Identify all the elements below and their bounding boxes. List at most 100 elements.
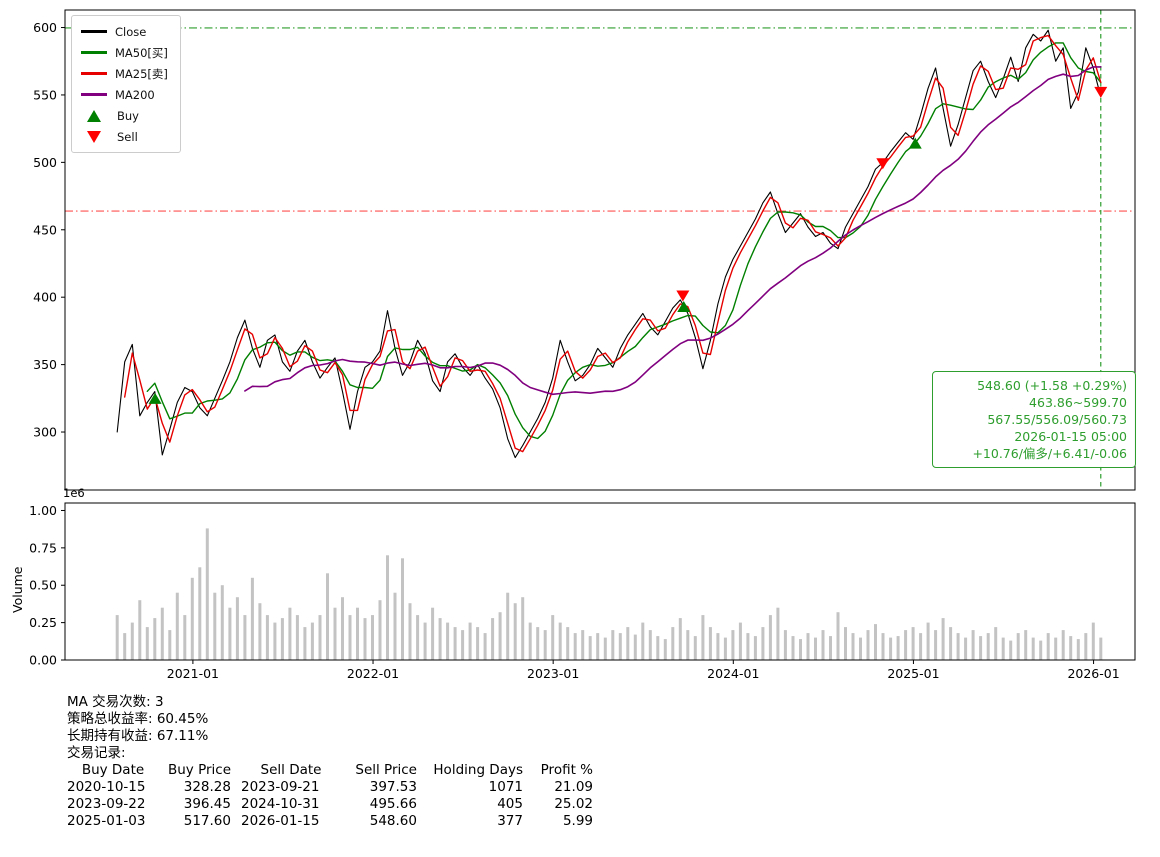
volume-bar <box>1031 637 1035 660</box>
trade-table-header-cell: Holding Days <box>433 762 523 778</box>
volume-bar <box>656 636 660 660</box>
volume-bar <box>220 585 224 660</box>
trade-table-cell: 2024-10-31 <box>241 796 320 812</box>
trade-table-header-cell: Sell Price <box>355 762 417 778</box>
legend-item-ma25: MA25[卖] <box>81 64 168 83</box>
volume-bar <box>543 630 547 660</box>
x-tick-label: 2025-01 <box>887 666 939 681</box>
volume-bar <box>941 618 945 660</box>
volume-bar <box>686 630 690 660</box>
trade-table-cell: 517.60 <box>183 813 231 829</box>
volume-bar <box>799 639 802 660</box>
legend-item-close: Close <box>81 22 168 41</box>
trade-table-cell: 2023-09-22 <box>67 796 146 812</box>
legend-item-label: MA25[卖] <box>115 66 168 81</box>
trade-table-cell: 2025-01-03 <box>67 813 146 829</box>
volume-bar <box>626 627 630 660</box>
ma25-line <box>124 34 1102 453</box>
volume-bar <box>153 618 157 660</box>
volume-bar <box>468 622 472 660</box>
volume-bar <box>829 636 832 660</box>
volume-bar <box>731 630 735 660</box>
legend-line-swatch-icon <box>81 30 107 33</box>
volume-y-tick-label: 0.50 <box>29 578 57 593</box>
volume-bar <box>408 603 412 660</box>
trade-table-cell: 405 <box>497 796 523 812</box>
volume-bar <box>1046 633 1050 660</box>
x-tick-label: 2024-01 <box>707 666 759 681</box>
volume-bar <box>603 637 607 660</box>
volume-bar <box>896 636 900 660</box>
summary-trade-count: MA 交易次数: 3 <box>67 694 164 710</box>
volume-bar <box>333 607 337 660</box>
trade-table-cell: 2020-10-15 <box>67 779 146 795</box>
volume-bar <box>356 607 359 660</box>
volume-panel-border <box>64 502 1136 661</box>
summary-strategy-return: 策略总收益率: 60.45% <box>67 711 209 727</box>
sell-marker <box>876 158 890 170</box>
trade-table-cell: 2026-01-15 <box>241 813 320 829</box>
volume-bar <box>701 615 705 660</box>
volume-bar <box>588 636 592 660</box>
trade-table-cell: 2023-09-21 <box>241 779 320 795</box>
volume-bar <box>776 607 780 660</box>
volume-bar <box>295 615 299 660</box>
legend-line-swatch-icon <box>81 51 107 54</box>
volume-bar <box>611 630 615 660</box>
legend-item-ma50: MA50[买] <box>81 43 168 62</box>
volume-bar <box>341 597 344 660</box>
volume-bar <box>401 558 404 660</box>
volume-bar <box>528 622 532 660</box>
volume-bar <box>303 627 307 660</box>
volume-bar <box>130 622 134 660</box>
volume-bar <box>235 597 239 660</box>
annotation-line-price: 548.60 (+1.58 +0.29%) <box>977 378 1127 393</box>
volume-bar <box>1016 633 1020 660</box>
legend: Close MA50[买] MA25[卖] MA200 Buy Sell <box>71 15 181 153</box>
volume-bar <box>1084 633 1088 660</box>
y-tick-label: 550 <box>33 87 57 102</box>
volume-bar <box>889 637 893 660</box>
volume-bar <box>761 627 765 660</box>
buy-marker <box>677 300 691 312</box>
volume-bar <box>1076 639 1080 660</box>
volume-bar <box>911 627 915 660</box>
trade-table-cell: 495.66 <box>369 796 417 812</box>
annotation-box: 548.60 (+1.58 +0.29%) 463.86~599.70 567.… <box>932 371 1136 468</box>
volume-bar <box>386 555 389 660</box>
volume-bar <box>716 633 720 660</box>
volume-bar <box>836 612 840 660</box>
volume-bar <box>280 618 284 660</box>
volume-bar <box>964 637 968 660</box>
trade-table-cell: 377 <box>497 813 523 829</box>
volume-bar <box>513 603 517 660</box>
summary-trade-records-title: 交易记录: <box>67 745 126 761</box>
volume-bar <box>461 630 465 660</box>
volume-bar <box>250 577 254 660</box>
volume-bar <box>648 630 652 660</box>
volume-bar <box>738 622 742 660</box>
x-tick-label: 2026-01 <box>1067 666 1119 681</box>
volume-bar <box>1024 630 1028 660</box>
volume-bar <box>416 615 420 660</box>
volume-bar <box>956 633 960 660</box>
sell-marker <box>1094 86 1108 98</box>
volume-bar <box>994 627 998 660</box>
volume-bar <box>814 637 817 660</box>
volume-bar <box>378 600 382 660</box>
volume-bar <box>213 592 217 660</box>
volume-bar <box>288 607 292 660</box>
volume-bar <box>881 633 885 660</box>
volume-bar <box>618 633 622 660</box>
annotation-line-datetime: 2026-01-15 05:00 <box>1014 429 1127 444</box>
legend-item-label: Buy <box>117 108 139 123</box>
volume-y-tick-label: 1.00 <box>29 503 57 518</box>
volume-bar <box>115 615 119 660</box>
volume-bar <box>491 618 495 660</box>
volume-bar <box>671 627 675 660</box>
volume-bar <box>1061 630 1065 660</box>
ma50-line <box>146 42 1102 440</box>
volume-bar <box>753 636 757 660</box>
summary-block: MA 交易次数: 3 策略总收益率: 60.45% 长期持有收益: 67.11%… <box>67 694 603 830</box>
